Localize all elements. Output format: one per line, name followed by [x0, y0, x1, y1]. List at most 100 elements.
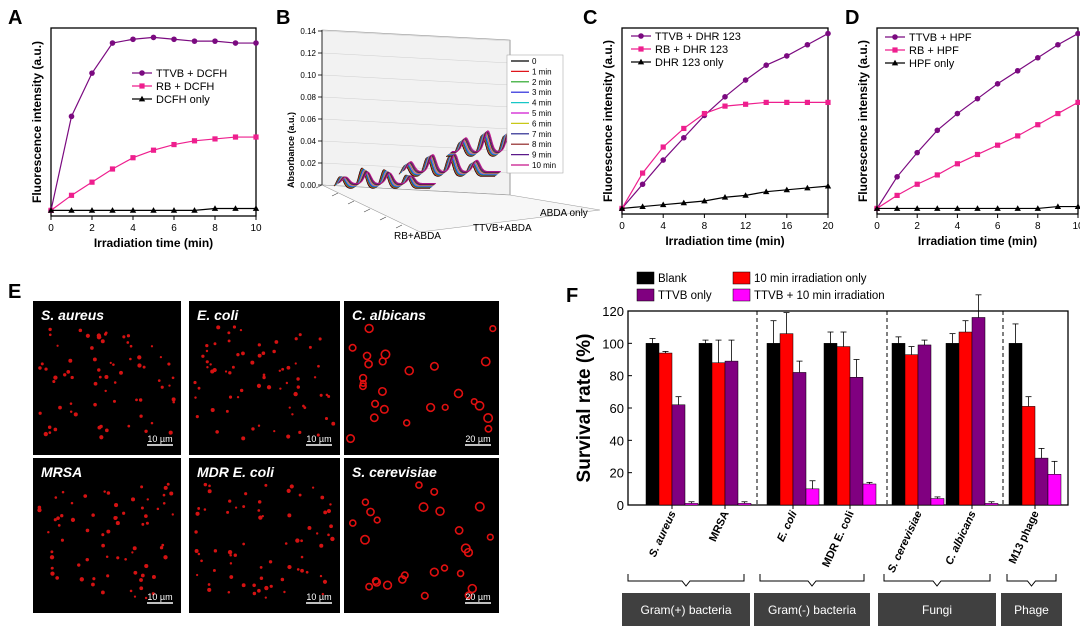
cell-dot [315, 532, 319, 535]
cell-dot [259, 576, 264, 581]
scale-label: 10 µm [147, 592, 172, 602]
cell-dot [331, 421, 336, 426]
cell-dot [70, 375, 74, 380]
cell-dot [163, 485, 168, 490]
data-point [825, 30, 831, 37]
cell-dot [83, 494, 88, 498]
x-tick-label: 4 [955, 221, 961, 232]
cell-dot [58, 405, 62, 410]
cell-dot [57, 524, 61, 527]
cell-dot [161, 543, 165, 547]
bar [984, 503, 999, 506]
cell-dot [364, 323, 374, 334]
cell-dot [70, 517, 76, 522]
cell-dot [194, 530, 198, 534]
cell-dot [281, 367, 285, 371]
spectrum-curve [336, 169, 433, 187]
cell-dot [137, 355, 142, 360]
data-point [914, 181, 920, 187]
cell-dot [194, 396, 197, 399]
cell-dot [474, 400, 485, 411]
micrograph [189, 458, 340, 613]
cell-dot [464, 591, 473, 600]
cell-dot [144, 563, 149, 569]
cell-dot [203, 508, 207, 511]
legend-label: 6 min [532, 119, 552, 128]
cell-dot [441, 403, 449, 411]
cell-dot [291, 413, 294, 416]
legend-swatch [732, 288, 751, 302]
cell-dot [97, 368, 101, 372]
cell-dot [146, 498, 150, 501]
data-point [804, 184, 811, 191]
legend-label: TTVB + HPF [909, 32, 972, 44]
cell-dot [377, 386, 387, 396]
x-tick-label: 12 [740, 221, 752, 232]
cell-dot [103, 490, 106, 493]
data-point [150, 147, 157, 153]
cell-dot [293, 391, 298, 397]
cell-dot [380, 349, 391, 360]
cell-dot [294, 362, 297, 365]
cell-dot [215, 430, 219, 434]
legend-label: 3 min [532, 88, 552, 97]
cell-dot [361, 498, 370, 506]
scale-label: 10 µm [306, 592, 331, 602]
spectrum-curve [338, 170, 435, 185]
cell-dot [205, 360, 209, 364]
cell-dot [489, 324, 497, 333]
cell-dot [93, 381, 98, 386]
data-point [681, 125, 687, 132]
cell-dot [256, 383, 262, 388]
data-point [681, 134, 687, 141]
cell-dot [228, 499, 232, 503]
cell-dot [112, 399, 117, 403]
data-point [894, 192, 900, 198]
cell-dot [366, 507, 375, 517]
x-tick-label: 0 [874, 221, 880, 232]
cell-dot [106, 529, 111, 534]
panel-a-chart: 0 2 4 6 8 10 Irradiation time (min) Fluorescenc… [30, 27, 262, 250]
data-point [1074, 203, 1080, 209]
spectrum-curve [404, 153, 501, 173]
legend-marker [637, 58, 645, 65]
cell-dot [227, 549, 233, 555]
bar [849, 377, 864, 506]
cell-dot [257, 343, 261, 347]
cell-dot [210, 408, 215, 413]
cell-dot [241, 351, 245, 356]
cell-dot [262, 375, 266, 380]
cell-dot [329, 524, 333, 529]
legend-label: Blank [658, 273, 687, 285]
data-point [89, 70, 95, 76]
cell-dot [156, 507, 160, 511]
cell-dot [430, 487, 439, 496]
cell-dot [139, 586, 144, 591]
cell-dot [435, 506, 445, 517]
spectrum-curve [333, 167, 430, 189]
cell-dot [470, 397, 478, 406]
cell-dot [60, 514, 64, 518]
cell-dot [360, 534, 370, 545]
data-point [994, 81, 1001, 87]
group-label: Gram(+) bacteria [640, 603, 731, 617]
data-point [191, 207, 198, 213]
cell-dot [40, 362, 44, 366]
cell-dot [226, 510, 230, 514]
cell-dot [364, 359, 373, 369]
cell-dot [99, 435, 104, 440]
cell-dot [324, 416, 329, 421]
cell-dot [50, 571, 55, 576]
cell-dot [261, 351, 266, 356]
cell-dot [129, 589, 133, 593]
cell-dot [241, 583, 246, 588]
spectrum-curve [337, 170, 435, 186]
cell-dot [372, 578, 382, 587]
cell-dot [68, 358, 73, 363]
data-point [914, 149, 920, 156]
legend-label: TTVB + 10 min irradiation [754, 290, 885, 302]
y-tick-label: 80 [610, 369, 624, 384]
cell-dot [279, 387, 282, 390]
cell-dot [124, 557, 127, 561]
bar [792, 372, 807, 506]
